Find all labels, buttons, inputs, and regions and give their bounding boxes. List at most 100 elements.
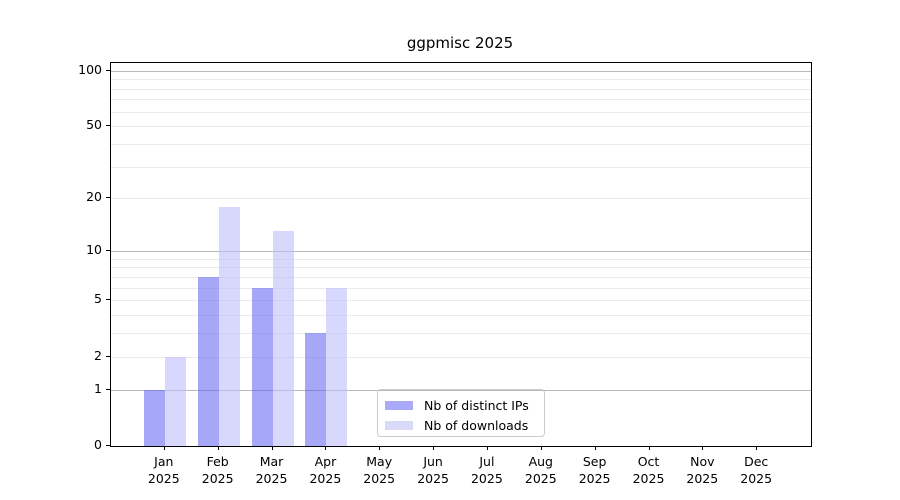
x-tick-label: Jun 2025: [403, 453, 463, 487]
minor-gridline: [111, 126, 811, 128]
minor-gridline: [111, 315, 811, 317]
x-tick-month: Apr: [314, 454, 337, 469]
minor-gridline: [111, 198, 811, 200]
x-tick: [325, 446, 327, 450]
x-tick: [756, 446, 758, 450]
x-tick: [648, 446, 650, 450]
x-tick: [486, 446, 488, 450]
x-tick-year: 2025: [470, 471, 503, 486]
x-tick-month: Oct: [637, 454, 660, 469]
legend-item-downloads: Nb of downloads: [378, 415, 544, 435]
x-tick-month: Jan: [154, 454, 174, 469]
x-tick-year: 2025: [255, 471, 288, 486]
major-gridline: [111, 389, 811, 391]
plot-area: Nb of distinct IPs Nb of downloads: [110, 62, 812, 447]
x-tick-year: 2025: [740, 471, 773, 486]
y-tick-label: 20: [86, 189, 102, 205]
x-tick-month: Aug: [528, 454, 553, 469]
x-tick-month: Feb: [206, 454, 229, 469]
y-tick-label: 10: [86, 242, 102, 257]
x-tick-month: Nov: [690, 454, 715, 469]
x-tick-month: May: [366, 454, 393, 469]
x-tick-year: 2025: [147, 471, 180, 486]
x-tick-year: 2025: [309, 471, 342, 486]
y-tick-label: 5: [94, 291, 102, 307]
minor-gridline: [111, 258, 811, 260]
x-tick-year: 2025: [201, 471, 234, 486]
x-tick-month: Jul: [479, 454, 495, 469]
bar-downloads: [164, 356, 186, 446]
y-tick-label: 1: [94, 380, 102, 396]
y-tick-label: 2: [94, 347, 102, 363]
minor-gridline: [111, 300, 811, 302]
y-tick: [106, 355, 110, 357]
y-tick: [106, 388, 110, 390]
x-tick: [702, 446, 704, 450]
x-tick-year: 2025: [417, 471, 449, 486]
minor-gridline: [111, 333, 811, 335]
x-tick: [217, 446, 219, 450]
minor-gridline: [111, 111, 811, 113]
x-tick-label: Jan 2025: [134, 453, 194, 487]
y-tick: [106, 445, 110, 446]
y-tick-label: 0: [94, 437, 102, 452]
minor-gridline: [111, 144, 811, 145]
bar-downloads: [326, 287, 348, 446]
y-tick: [106, 69, 110, 71]
x-tick-label: Dec 2025: [726, 453, 786, 487]
minor-gridline: [111, 267, 811, 269]
bar-downloads: [218, 206, 240, 446]
x-tick-label: Jul 2025: [457, 453, 517, 487]
minor-gridline: [111, 79, 811, 81]
minor-gridline: [111, 276, 811, 278]
bar-distinct-ips: [305, 333, 327, 446]
legend-label: Nb of downloads: [424, 417, 529, 433]
x-tick-month: Sep: [582, 454, 607, 469]
x-tick: [540, 446, 542, 450]
x-tick-month: Jun: [423, 454, 443, 469]
x-tick-label: Feb 2025: [188, 453, 248, 487]
legend-swatch-distinct-ips: [385, 400, 413, 410]
x-tick-year: 2025: [632, 471, 665, 486]
y-tick-label: 50: [86, 117, 102, 133]
x-tick: [594, 446, 596, 450]
x-tick-year: 2025: [524, 471, 557, 486]
legend-label: Nb of distinct IPs: [424, 397, 529, 413]
x-tick-year: 2025: [686, 471, 719, 486]
y-tick: [106, 125, 110, 127]
x-tick: [163, 446, 165, 450]
x-tick-year: 2025: [578, 471, 611, 486]
y-tick: [106, 299, 110, 301]
minor-gridline: [111, 166, 811, 168]
minor-gridline: [111, 88, 811, 90]
y-tick: [106, 197, 110, 199]
minor-gridline: [111, 287, 811, 289]
x-tick-label: Mar 2025: [242, 453, 302, 487]
x-tick: [271, 446, 273, 450]
x-tick-label: Nov 2025: [672, 453, 732, 487]
bar-downloads: [272, 231, 294, 446]
x-tick-label: Sep 2025: [565, 453, 625, 487]
y-tick: [106, 250, 110, 251]
x-tick-label: Apr 2025: [295, 453, 355, 487]
legend-swatch-downloads: [385, 420, 413, 430]
x-tick: [379, 446, 381, 450]
x-tick-month: Dec: [744, 454, 769, 469]
chart-title: ggpmisc 2025: [406, 34, 514, 52]
major-gridline: [111, 70, 811, 72]
y-tick-label: 100: [78, 61, 102, 77]
minor-gridline: [111, 356, 811, 358]
legend: Nb of distinct IPs Nb of downloads: [377, 389, 545, 437]
bar-distinct-ips: [251, 287, 273, 446]
x-tick-month: Mar: [259, 454, 284, 469]
minor-gridline: [111, 99, 811, 101]
x-tick-label: Oct 2025: [619, 453, 679, 487]
legend-item-distinct-ips: Nb of distinct IPs: [378, 395, 544, 415]
bar-distinct-ips: [197, 276, 219, 446]
major-gridline: [111, 251, 811, 252]
x-tick-label: Aug 2025: [511, 453, 571, 487]
x-tick-year: 2025: [363, 471, 396, 486]
bar-distinct-ips: [143, 389, 165, 446]
x-tick-label: May 2025: [349, 453, 409, 487]
